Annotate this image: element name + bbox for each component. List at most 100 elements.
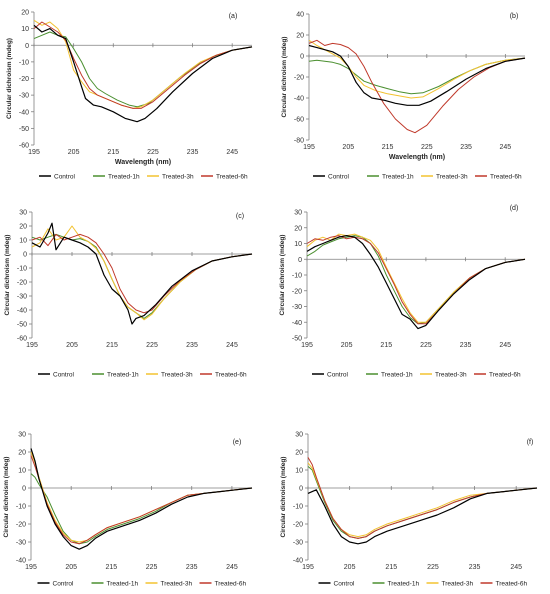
legend: Control Treated-1h Treated-3h Treated-6h (38, 372, 247, 379)
y-tick-label: 0 (299, 486, 303, 493)
y-tick-label: 10 (21, 26, 29, 33)
legend-label: Treated-3h (161, 372, 193, 379)
legend-label: Treated-6h (489, 372, 521, 379)
series-line-treated-3h (31, 225, 253, 321)
y-tick-label: 0 (25, 43, 29, 50)
legend-label: Treated-1h (382, 174, 414, 181)
y-tick-label: 20 (296, 33, 304, 40)
legend-label: Treated-1h (107, 372, 139, 379)
series-line-control (307, 487, 538, 545)
legend-label: Treated-3h (162, 174, 194, 181)
legend-label: Control (327, 372, 349, 379)
x-tick-label: 195 (301, 342, 313, 349)
x-tick-label: 215 (106, 342, 118, 349)
y-tick-label: -20 (293, 522, 303, 529)
y-tick-label: 30 (295, 432, 303, 439)
series-line-treated-6h (306, 235, 526, 325)
x-tick-label: 215 (107, 149, 119, 156)
y-tick-label: 20 (19, 224, 27, 231)
y-tick-label: -30 (19, 93, 29, 100)
legend: Control Treated-1h Treated-3h Treated-6h (37, 581, 247, 588)
x-tick-label: 245 (226, 149, 238, 156)
x-tick-label: 225 (420, 342, 432, 349)
y-tick-label: -60 (294, 117, 304, 124)
y-tick-label: 20 (21, 10, 29, 17)
panel-label: (b) (510, 13, 519, 20)
y-tick-label: -20 (17, 280, 27, 287)
y-tick-label: -80 (294, 138, 304, 145)
y-tick-label: -50 (19, 126, 29, 133)
x-axis-title: Wavelength (nm) (389, 154, 445, 161)
legend-label: Control (53, 372, 75, 379)
x-tick-label: 235 (469, 564, 481, 571)
x-tick-label: 215 (382, 144, 394, 151)
y-tick-label: -40 (292, 320, 302, 327)
panel-label: (e) (233, 439, 242, 446)
x-tick-label: 195 (303, 144, 315, 151)
legend-label: Control (328, 174, 350, 181)
series-line-treated-1h (308, 57, 526, 95)
legend: Control Treated-1h Treated-3h Treated-6h (312, 372, 521, 379)
x-tick-label: 205 (68, 149, 80, 156)
y-tick-label: 0 (298, 257, 302, 264)
y-tick-label: -60 (17, 336, 27, 343)
legend-label: Treated-3h (161, 581, 193, 588)
x-tick-label: 195 (302, 564, 314, 571)
y-tick-label: 10 (18, 468, 26, 475)
y-tick-label: 10 (294, 241, 302, 248)
legend-label: Treated-1h (107, 581, 139, 588)
x-axis-title: Wavelength (nm) (115, 159, 171, 166)
series-line-treated-6h (308, 39, 526, 134)
x-tick-label: 195 (25, 564, 37, 571)
x-tick-label: 235 (460, 342, 472, 349)
x-tick-label: 205 (341, 342, 353, 349)
series-line-treated-3h (30, 451, 253, 543)
y-tick-label: -10 (16, 504, 26, 511)
legend-label: Treated-6h (496, 581, 528, 588)
legend-label: Treated-6h (215, 372, 247, 379)
y-axis-title: Circular dichroism (mdeg) (280, 457, 287, 538)
y-tick-label: -30 (17, 294, 27, 301)
y-tick-label: -30 (293, 540, 303, 547)
legend-label: Treated-3h (436, 174, 468, 181)
legend-label: Control (334, 581, 356, 588)
x-tick-label: 245 (226, 342, 238, 349)
series-line-treated-6h (30, 455, 253, 545)
y-tick-label: -60 (19, 143, 29, 150)
y-tick-label: -20 (19, 76, 29, 83)
y-tick-label: 20 (294, 225, 302, 232)
y-tick-label: -20 (294, 75, 304, 82)
y-tick-label: -10 (292, 273, 302, 280)
y-tick-label: 30 (18, 432, 26, 439)
x-tick-label: 235 (187, 149, 199, 156)
x-tick-label: 225 (147, 149, 159, 156)
x-tick-label: 245 (499, 342, 511, 349)
legend-label: Treated-6h (216, 174, 248, 181)
legend: Control Treated-1h Treated-3h Treated-6h (39, 174, 248, 181)
legend-label: Treated-3h (435, 372, 467, 379)
x-tick-label: 225 (146, 342, 158, 349)
y-tick-label: -40 (294, 96, 304, 103)
x-tick-label: 225 (146, 564, 158, 571)
panel-label: (f) (527, 439, 534, 446)
y-axis-title: Circular dichroism (mdeg) (3, 457, 10, 538)
panel-label: (a) (229, 13, 238, 20)
series-line-control (31, 222, 253, 325)
y-axis-title: Circular dichroism (mdeg) (6, 38, 13, 119)
x-tick-label: 205 (342, 144, 354, 151)
x-tick-label: 215 (380, 342, 392, 349)
legend-label: Treated-6h (215, 581, 247, 588)
y-tick-label: -40 (16, 558, 26, 565)
x-tick-label: 225 (427, 564, 439, 571)
y-tick-label: 10 (295, 468, 303, 475)
y-tick-label: 40 (296, 12, 304, 19)
x-tick-label: 245 (500, 144, 512, 151)
legend-label: Control (53, 581, 75, 588)
x-tick-label: 235 (460, 144, 472, 151)
y-axis-title: Circular dichroism (mdeg) (4, 235, 11, 316)
series-line-control (306, 235, 526, 330)
